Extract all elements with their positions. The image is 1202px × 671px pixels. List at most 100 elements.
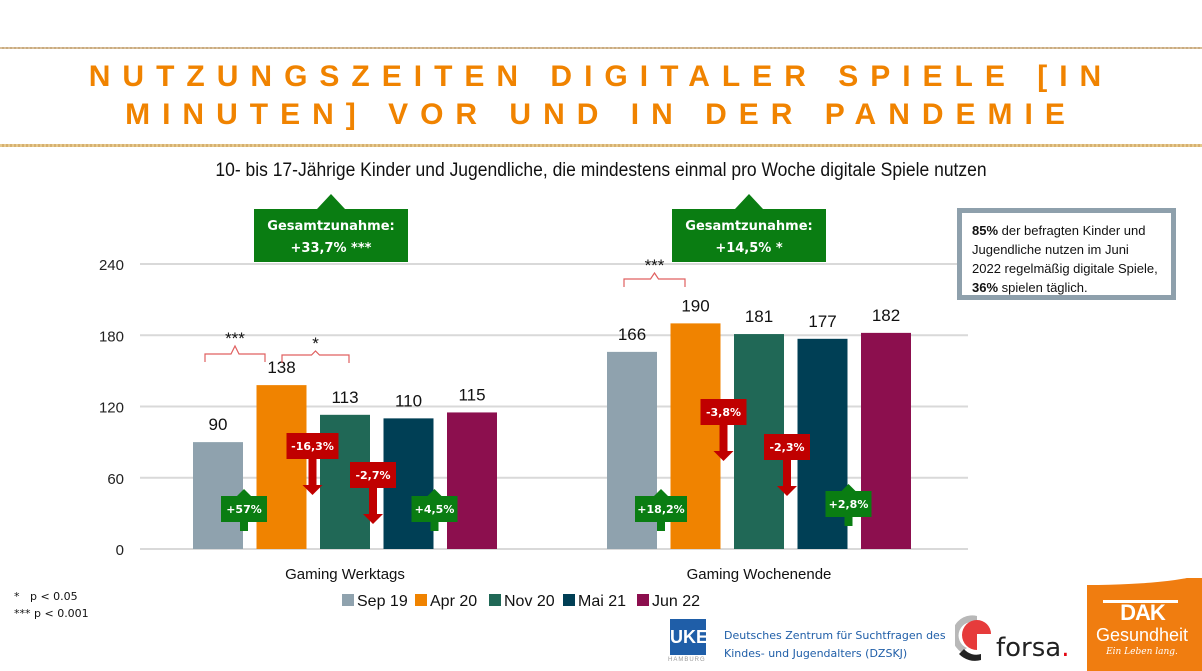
legend-label: Apr 20: [430, 593, 477, 610]
legend-swatch: [415, 594, 427, 606]
legend-swatch: [637, 594, 649, 606]
dak-logo: [1087, 578, 1202, 671]
forsa-logo: forsa.: [996, 633, 1070, 663]
total-increase-badge: [254, 209, 408, 262]
footnote-p005: * p < 0.05: [14, 590, 78, 603]
significance-bracket: [204, 344, 266, 362]
increase-badge: [411, 496, 458, 522]
total-badge-value: +33,7% ***: [291, 241, 372, 256]
legend-label: Jun 22: [652, 593, 700, 610]
up-arrow-stem: [430, 522, 439, 531]
increase-badge-label: +4,5%: [415, 503, 455, 516]
bar-value-label: 166: [618, 325, 646, 344]
decrease-badge-label: -16,3%: [291, 440, 334, 453]
info-text-1: der befragten Kinder und Jugendliche nut…: [972, 223, 1158, 276]
down-arrow-icon: [713, 451, 734, 461]
decrease-badge-label: -3,8%: [706, 406, 741, 419]
footnote-p0001: *** p < 0.001: [14, 607, 89, 620]
bar: [447, 412, 497, 549]
bar-value-label: 113: [331, 388, 358, 407]
up-arrow-icon: [654, 489, 668, 496]
dzskj-label: Deutsches Zentrum für Suchtfragen des Ki…: [724, 627, 946, 663]
bar-value-label: 115: [458, 385, 485, 404]
bar-value-label: 90: [209, 415, 228, 434]
legend-label: Sep 19: [357, 593, 408, 610]
increase-badge-label: +18,2%: [637, 503, 684, 516]
up-arrow-icon: [841, 484, 856, 491]
up-arrow-icon: [237, 489, 251, 496]
down-arrow-stem: [719, 425, 728, 453]
legend-label: Nov 20: [504, 593, 555, 610]
bar: [193, 442, 243, 549]
decrease-badge: [350, 462, 396, 488]
forsa-dot: .: [1061, 633, 1070, 663]
total-badge-title: Gesamtzunahme:: [685, 219, 812, 234]
up-arrow-stem: [844, 517, 853, 526]
increase-badge-label: +2,8%: [829, 498, 869, 511]
total-badge-title: Gesamtzunahme:: [267, 219, 394, 234]
total-arrow-icon: [317, 194, 345, 209]
down-arrow-stem: [783, 460, 791, 488]
title-line-1: NUTZUNGSZEITEN DIGITALER SPIELE [IN: [88, 60, 1114, 93]
total-arrow-icon: [735, 194, 763, 209]
y-tick-label: 120: [99, 400, 124, 417]
up-arrow-icon: [427, 489, 442, 496]
bar-value-label: 177: [808, 312, 836, 331]
down-arrow-icon: [777, 486, 797, 496]
dak-wordmark: DAK: [1120, 600, 1166, 625]
down-arrow-icon: [363, 514, 383, 524]
decrease-badge: [764, 434, 810, 460]
down-arrow-stem: [369, 488, 377, 516]
decrease-badge: [286, 433, 339, 459]
total-increase-badge: [672, 209, 826, 262]
total-badge-value: +14,5% *: [715, 241, 783, 256]
info-text-2: spielen täglich.: [998, 280, 1088, 295]
info-percent-regular: 85%: [972, 223, 999, 238]
y-tick-label: 240: [99, 257, 124, 274]
legend-swatch: [563, 594, 575, 606]
significance-label: *: [312, 334, 319, 353]
chart-subtitle: 10- bis 17-Jährige Kinder und Jugendlich…: [215, 160, 987, 181]
legend-label: Mai 21: [578, 593, 626, 610]
increase-badge: [221, 496, 267, 522]
bar-value-label: 110: [395, 391, 422, 410]
bar-value-label: 182: [872, 306, 900, 325]
significance-label: ***: [645, 256, 665, 275]
dak-logo-bar: [1103, 600, 1178, 603]
up-arrow-stem: [657, 522, 665, 531]
info-percent-daily: 36%: [972, 280, 999, 295]
header-bottom-rule: [0, 144, 1202, 147]
forsa-wordmark: forsa: [996, 633, 1062, 663]
legend-swatch: [342, 594, 354, 606]
uke-logo-subtext: HAMBURG: [668, 657, 706, 663]
legend-swatch: [489, 594, 501, 606]
uke-logo: UKE: [670, 619, 708, 655]
dak-name: Gesundheit: [1095, 625, 1189, 645]
dzskj-line-1: Deutsches Zentrum für Suchtfragen des: [724, 629, 946, 642]
increase-badge: [635, 496, 687, 522]
bar-value-label: 190: [681, 296, 709, 315]
info-box: 85% der befragten Kinder und Jugendliche…: [957, 208, 1176, 300]
y-tick-label: 0: [116, 542, 124, 559]
y-tick-label: 180: [99, 328, 124, 345]
significance-bracket: [281, 350, 350, 363]
down-arrow-icon: [302, 485, 323, 495]
decrease-badge: [700, 399, 747, 425]
up-arrow-stem: [240, 522, 248, 531]
increase-badge: [825, 491, 872, 517]
increase-badge-label: +57%: [226, 503, 262, 516]
decrease-badge-label: -2,3%: [769, 441, 804, 454]
down-arrow-stem: [308, 459, 317, 487]
bar: [256, 385, 307, 549]
decrease-badge-label: -2,7%: [355, 469, 390, 482]
bar-value-label: 138: [267, 358, 295, 377]
title-line-2: MINUTEN] VOR UND IN DER PANDEMIE: [125, 98, 1077, 131]
significance-label: ***: [225, 329, 245, 348]
y-tick-label: 60: [107, 471, 124, 488]
bar-value-label: 181: [745, 307, 773, 326]
page-title: NUTZUNGSZEITEN DIGITALER SPIELE [IN MINU…: [0, 58, 1202, 134]
forsa-logo-icon: [955, 615, 991, 661]
footnotes: * p < 0.05 *** p < 0.001: [14, 588, 89, 622]
significance-bracket: [623, 271, 686, 287]
